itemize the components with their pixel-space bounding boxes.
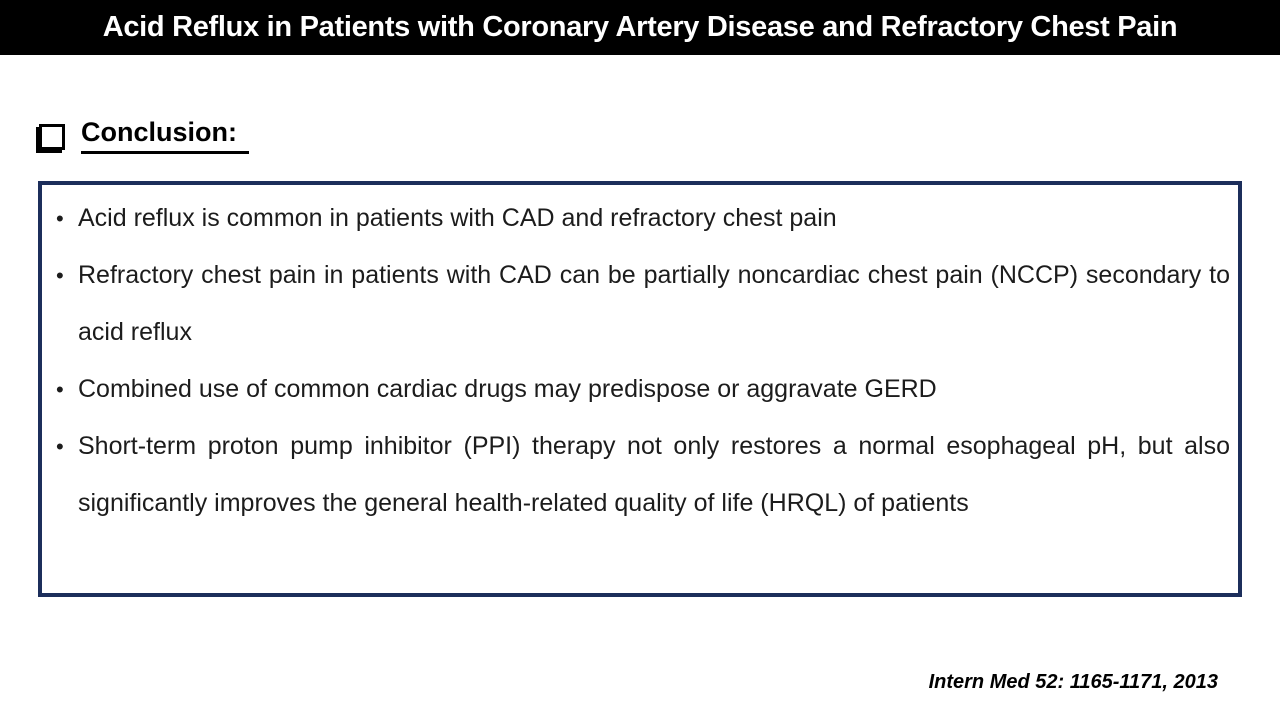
bullet-item: Combined use of common cardiac drugs may…	[42, 361, 1230, 418]
bullet-item: Short-term proton pump inhibitor (PPI) t…	[42, 418, 1230, 532]
bullet-item: Acid reflux is common in patients with C…	[42, 190, 1230, 247]
conclusion-box: Acid reflux is common in patients with C…	[38, 181, 1242, 597]
citation: Intern Med 52: 1165-1171, 2013	[928, 671, 1218, 693]
shadowed-square-icon	[39, 124, 65, 150]
section-heading-row: Conclusion:	[36, 117, 249, 154]
title-bar: Acid Reflux in Patients with Coronary Ar…	[0, 0, 1280, 55]
slide-title: Acid Reflux in Patients with Coronary Ar…	[102, 11, 1178, 43]
bullet-list: Acid reflux is common in patients with C…	[42, 190, 1230, 532]
bullet-item: Refractory chest pain in patients with C…	[42, 247, 1230, 361]
section-heading: Conclusion:	[81, 117, 249, 154]
